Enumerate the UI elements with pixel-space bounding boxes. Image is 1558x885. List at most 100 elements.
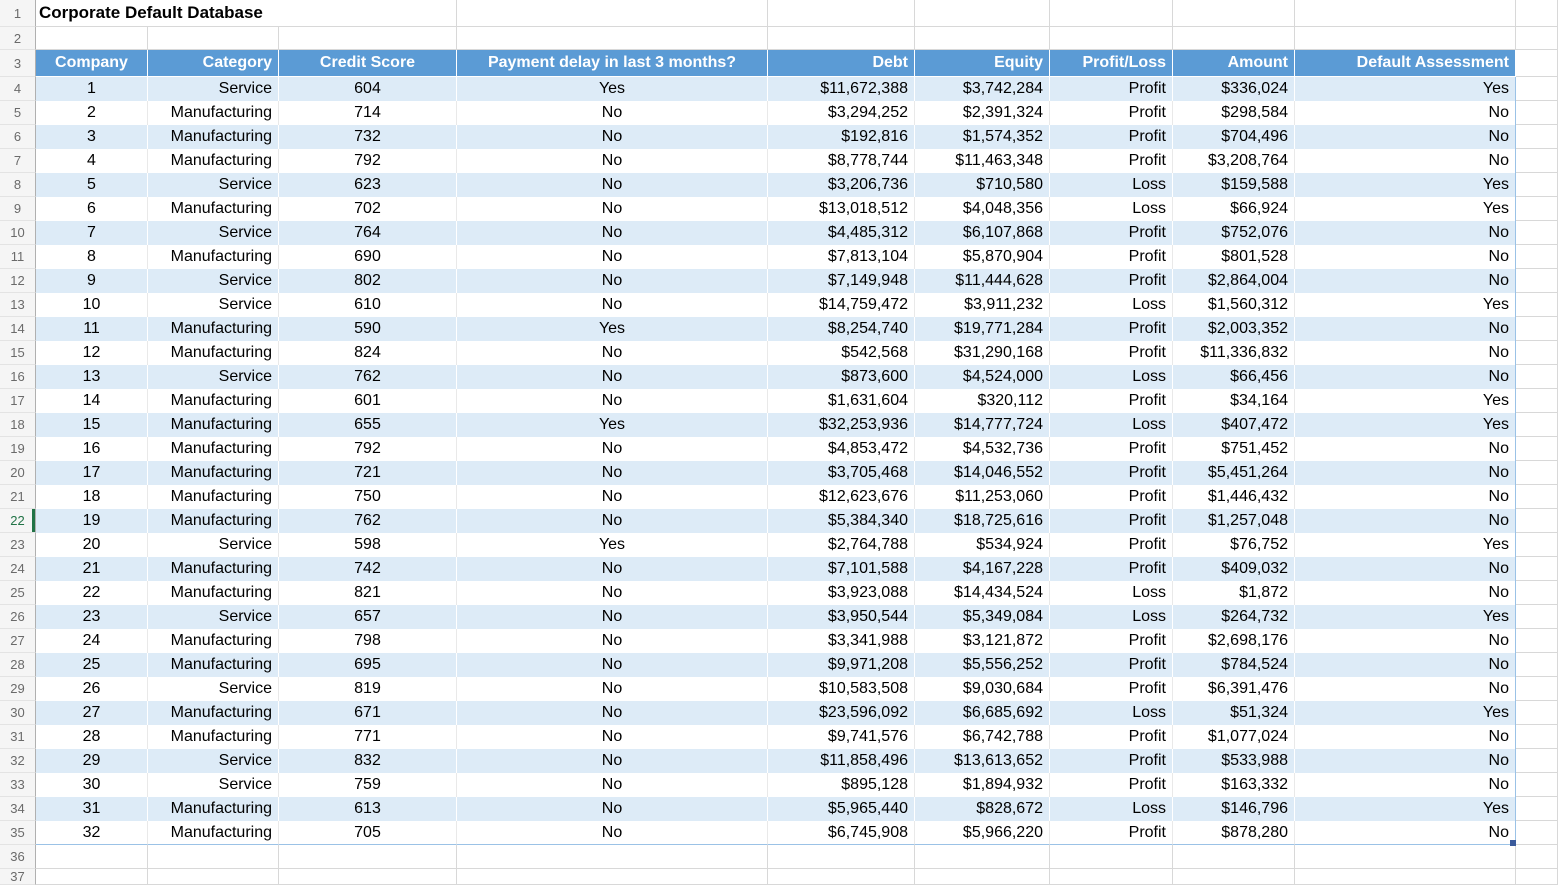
- cell-category[interactable]: Manufacturing: [148, 725, 279, 749]
- cell-equity[interactable]: $14,777,724: [915, 413, 1050, 437]
- cell-payment-delay[interactable]: No: [457, 773, 768, 797]
- cell-category[interactable]: Manufacturing: [148, 509, 279, 533]
- cell-profit-loss[interactable]: Profit: [1050, 461, 1173, 485]
- cell-empty[interactable]: [1516, 269, 1558, 293]
- cell-default-assessment[interactable]: Yes: [1295, 173, 1516, 197]
- cell-empty[interactable]: [1516, 701, 1558, 725]
- cell-company[interactable]: 17: [36, 461, 148, 485]
- cell-credit-score[interactable]: 764: [279, 221, 457, 245]
- cell-profit-loss[interactable]: Loss: [1050, 605, 1173, 629]
- cell-profit-loss[interactable]: Profit: [1050, 101, 1173, 125]
- cell-profit-loss[interactable]: Profit: [1050, 557, 1173, 581]
- cell-empty[interactable]: [1516, 221, 1558, 245]
- cell-equity[interactable]: $4,524,000: [915, 365, 1050, 389]
- cell-debt[interactable]: $5,965,440: [768, 797, 915, 821]
- cell-default-assessment[interactable]: No: [1295, 725, 1516, 749]
- cell-category[interactable]: Service: [148, 221, 279, 245]
- cell-credit-score[interactable]: 721: [279, 461, 457, 485]
- header-payment-delay[interactable]: Payment delay in last 3 months?: [457, 50, 768, 77]
- row-header-34[interactable]: 34: [0, 797, 36, 821]
- cell-category[interactable]: Service: [148, 173, 279, 197]
- cell-empty[interactable]: [1516, 50, 1558, 77]
- cell-payment-delay[interactable]: No: [457, 485, 768, 509]
- cell-company[interactable]: 16: [36, 437, 148, 461]
- cell-payment-delay[interactable]: No: [457, 677, 768, 701]
- cell-empty[interactable]: [1516, 173, 1558, 197]
- cell-company[interactable]: 13: [36, 365, 148, 389]
- cell-empty[interactable]: [1516, 797, 1558, 821]
- cell-profit-loss[interactable]: Profit: [1050, 821, 1173, 845]
- cell-empty[interactable]: [1516, 557, 1558, 581]
- cell-company[interactable]: 31: [36, 797, 148, 821]
- cell-profit-loss[interactable]: Profit: [1050, 437, 1173, 461]
- cell-payment-delay[interactable]: No: [457, 197, 768, 221]
- cell-empty[interactable]: [1516, 245, 1558, 269]
- row-header-35[interactable]: 35: [0, 821, 36, 845]
- cell-profit-loss[interactable]: Profit: [1050, 125, 1173, 149]
- cell-default-assessment[interactable]: No: [1295, 317, 1516, 341]
- cell-credit-score[interactable]: 742: [279, 557, 457, 581]
- row-header-13[interactable]: 13: [0, 293, 36, 317]
- cell-default-assessment[interactable]: No: [1295, 629, 1516, 653]
- cell-empty[interactable]: [1516, 461, 1558, 485]
- cell-profit-loss[interactable]: Profit: [1050, 773, 1173, 797]
- cell-empty[interactable]: [148, 845, 279, 869]
- cell-equity[interactable]: $11,444,628: [915, 269, 1050, 293]
- cell-credit-score[interactable]: 702: [279, 197, 457, 221]
- cell-default-assessment[interactable]: No: [1295, 365, 1516, 389]
- cell-default-assessment[interactable]: No: [1295, 581, 1516, 605]
- cell-category[interactable]: Manufacturing: [148, 317, 279, 341]
- row-header-12[interactable]: 12: [0, 269, 36, 293]
- cell-equity[interactable]: $6,107,868: [915, 221, 1050, 245]
- cell-credit-score[interactable]: 671: [279, 701, 457, 725]
- cell-amount[interactable]: $146,796: [1173, 797, 1295, 821]
- cell-credit-score[interactable]: 601: [279, 389, 457, 413]
- cell-profit-loss[interactable]: Profit: [1050, 269, 1173, 293]
- cell-empty[interactable]: [1050, 845, 1173, 869]
- cell-amount[interactable]: $1,446,432: [1173, 485, 1295, 509]
- row-header-31[interactable]: 31: [0, 725, 36, 749]
- cell-debt[interactable]: $5,384,340: [768, 509, 915, 533]
- cell-company[interactable]: 27: [36, 701, 148, 725]
- cell-empty[interactable]: [36, 27, 148, 50]
- cell-empty[interactable]: [1516, 389, 1558, 413]
- row-header-24[interactable]: 24: [0, 557, 36, 581]
- cell-amount[interactable]: $2,864,004: [1173, 269, 1295, 293]
- cell-payment-delay[interactable]: No: [457, 701, 768, 725]
- cell-debt[interactable]: $6,745,908: [768, 821, 915, 845]
- row-header-36[interactable]: 36: [0, 845, 36, 869]
- cell-credit-score[interactable]: 824: [279, 341, 457, 365]
- cell-category[interactable]: Manufacturing: [148, 101, 279, 125]
- cell-equity[interactable]: $3,911,232: [915, 293, 1050, 317]
- cell-category[interactable]: Manufacturing: [148, 125, 279, 149]
- cell-empty[interactable]: [1295, 0, 1516, 27]
- cell-empty[interactable]: [1516, 437, 1558, 461]
- cell-default-assessment[interactable]: No: [1295, 557, 1516, 581]
- cell-credit-score[interactable]: 750: [279, 485, 457, 509]
- cell-company[interactable]: 7: [36, 221, 148, 245]
- cell-company[interactable]: 1: [36, 77, 148, 101]
- row-header-21[interactable]: 21: [0, 485, 36, 509]
- cell-profit-loss[interactable]: Loss: [1050, 293, 1173, 317]
- cell-amount[interactable]: $264,732: [1173, 605, 1295, 629]
- cell-empty[interactable]: [457, 869, 768, 885]
- cell-company[interactable]: 14: [36, 389, 148, 413]
- cell-payment-delay[interactable]: Yes: [457, 77, 768, 101]
- cell-category[interactable]: Manufacturing: [148, 389, 279, 413]
- row-header-6[interactable]: 6: [0, 125, 36, 149]
- cell-equity[interactable]: $5,556,252: [915, 653, 1050, 677]
- cell-amount[interactable]: $2,003,352: [1173, 317, 1295, 341]
- cell-payment-delay[interactable]: No: [457, 269, 768, 293]
- cell-amount[interactable]: $6,391,476: [1173, 677, 1295, 701]
- cell-credit-score[interactable]: 821: [279, 581, 457, 605]
- row-header-28[interactable]: 28: [0, 653, 36, 677]
- cell-credit-score[interactable]: 832: [279, 749, 457, 773]
- cell-amount[interactable]: $409,032: [1173, 557, 1295, 581]
- cell-empty[interactable]: [1295, 845, 1516, 869]
- cell-equity[interactable]: $5,349,084: [915, 605, 1050, 629]
- cell-company[interactable]: 2: [36, 101, 148, 125]
- header-amount[interactable]: Amount: [1173, 50, 1295, 77]
- cell-profit-loss[interactable]: Profit: [1050, 149, 1173, 173]
- cell-debt[interactable]: $3,341,988: [768, 629, 915, 653]
- cell-category[interactable]: Manufacturing: [148, 557, 279, 581]
